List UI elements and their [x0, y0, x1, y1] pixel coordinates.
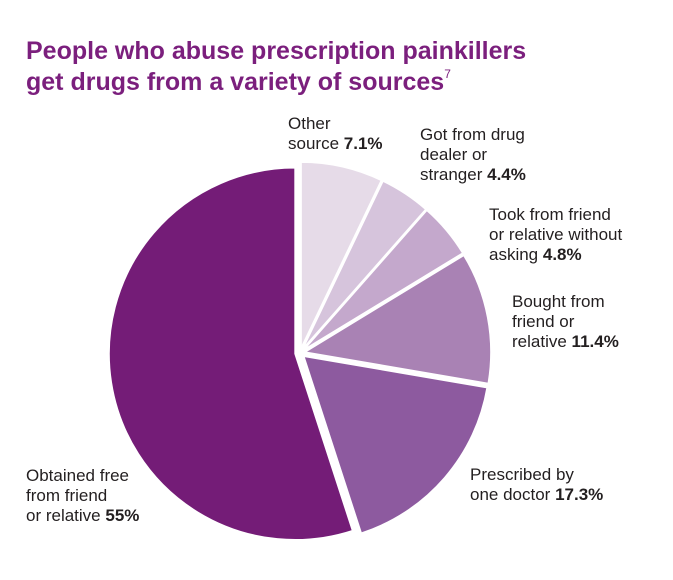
- label-line: Took from friend: [489, 205, 611, 224]
- label-line: from friend: [26, 486, 108, 505]
- label-line: friend or: [512, 312, 575, 331]
- title-line-2: get drugs from a variety of sources: [26, 68, 445, 96]
- label-value: 7.1%: [343, 134, 383, 153]
- label-line: or relative: [26, 506, 101, 525]
- pie-slice-took-without-asking: [303, 209, 464, 351]
- label-line: relative: [512, 332, 567, 351]
- pie-slice-prescribed: [303, 355, 488, 534]
- label-line: asking: [489, 245, 539, 264]
- label-line: one doctor: [470, 485, 551, 504]
- label-value: 4.4%: [487, 165, 526, 184]
- slice-label-obtained-free: Obtained free from friend or relative 55…: [26, 466, 139, 526]
- label-line: Obtained free: [26, 466, 130, 485]
- label-line: stranger: [420, 165, 483, 184]
- pie-slices: [108, 161, 492, 541]
- title-footnote: 7: [444, 67, 451, 81]
- slice-label-took-without-asking: Took from friend or relative without ask…: [489, 205, 622, 265]
- label-line: or relative without: [489, 225, 623, 244]
- label-line: source: [288, 134, 340, 153]
- slice-label-other-source: Other source 7.1%: [288, 114, 383, 154]
- chart-title: People who abuse prescription painkiller…: [26, 36, 526, 98]
- label-value: 17.3%: [555, 485, 604, 504]
- slice-label-bought: Bought from friend or relative 11.4%: [512, 292, 619, 352]
- pie-slice-obtained-free: [108, 167, 354, 541]
- label-line: Got from drug: [420, 125, 525, 144]
- slice-label-drug-dealer: Got from drug dealer or stranger 4.4%: [420, 125, 526, 185]
- label-line: dealer or: [420, 145, 488, 164]
- label-line: Other: [288, 114, 331, 133]
- pie-slice-bought: [304, 254, 492, 385]
- title-line-1: People who abuse prescription painkiller…: [26, 37, 527, 65]
- label-value: 55%: [105, 506, 140, 525]
- pie-slice-drug-dealer: [302, 180, 427, 350]
- label-value: 4.8%: [542, 245, 582, 264]
- pie-slice-other-source: [300, 161, 383, 349]
- label-line: Bought from: [512, 292, 605, 311]
- slice-label-prescribed: Prescribed by one doctor 17.3%: [470, 465, 603, 505]
- label-value: 11.4%: [571, 332, 619, 351]
- label-line: Prescribed by: [470, 465, 574, 484]
